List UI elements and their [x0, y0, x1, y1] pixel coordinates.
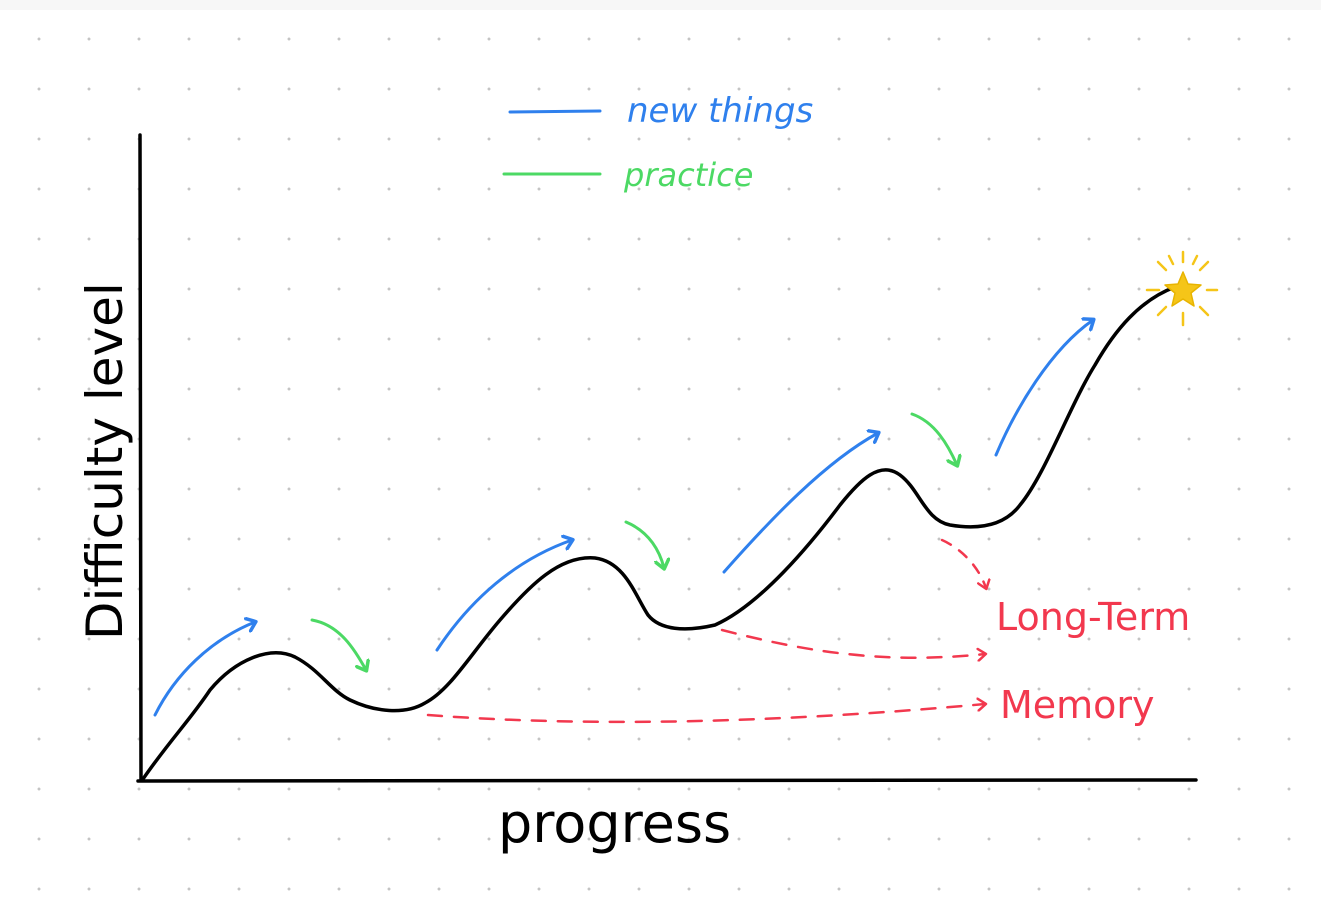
memory-label-line1: Long-Term: [996, 595, 1190, 639]
x-axis: [136, 778, 1198, 783]
goal-star-icon: [1145, 250, 1219, 327]
memory-arrow: [720, 628, 985, 658]
y-axis-label: Difficulty level: [76, 282, 134, 640]
memory-label-line2: Memory: [1000, 683, 1155, 727]
practice-arrow: [310, 618, 366, 670]
practice-arrow: [624, 520, 664, 568]
legend-practice-label: practice: [623, 156, 753, 194]
legend-new-things-line: [508, 109, 602, 114]
new-things-arrow: [994, 320, 1093, 457]
new-things-arrow: [722, 433, 878, 574]
practice-arrow: [910, 412, 957, 465]
x-axis-label: progress: [498, 792, 731, 855]
memory-arrow: [426, 704, 985, 724]
y-axis: [138, 133, 143, 782]
legend-new-things-label: new things: [627, 91, 813, 131]
memory-arrow: [940, 538, 986, 588]
new-things-arrow: [153, 622, 255, 717]
new-things-arrow: [435, 540, 572, 652]
top-toolbar-strip: [0, 0, 1321, 10]
difficulty-curve: [141, 285, 1177, 781]
